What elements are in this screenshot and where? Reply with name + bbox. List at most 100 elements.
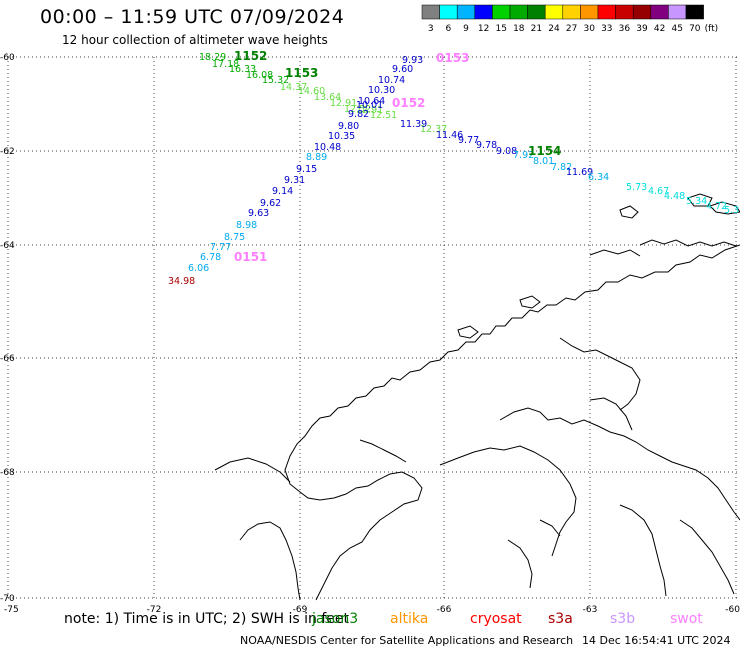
wave-height-value: 6.34 [588, 172, 609, 183]
credit-text: NOAA/NESDIS Center for Satellite Applica… [240, 634, 574, 647]
legend-swatch [492, 4, 511, 20]
wave-height-value: 8.98 [236, 220, 257, 231]
lon-label: -69 [293, 605, 308, 615]
legend-swatch [580, 4, 599, 20]
wave-height-value: 4.67 [648, 186, 669, 197]
coastline [214, 193, 740, 601]
color-legend: 3 6 9 12 15 18 21 24 27 30 33 36 39 42 45 70 (ft) [421, 4, 719, 34]
wave-height-value: 7.77 [210, 242, 231, 253]
wave-height-value: 9.77 [458, 135, 479, 146]
legend-swatch [597, 4, 616, 20]
legend-label: 39 [636, 24, 648, 34]
legend-label: 36 [619, 24, 631, 34]
lat-label: -68 [0, 468, 15, 478]
legend-swatch [474, 4, 493, 20]
satellite-label-jason3: jason3 [312, 611, 359, 627]
wave-height-value: 16.33 [229, 64, 256, 75]
satellite-label-s3a: s3a [548, 611, 573, 627]
lat-lon-graticule [7, 56, 740, 600]
legend-label: 27 [566, 24, 577, 34]
legend-label: 70 [689, 24, 701, 34]
legend-swatch [544, 4, 564, 20]
wave-height-value: 13.64 [314, 92, 341, 103]
pass-label: 0153 [436, 51, 469, 65]
wave-height-value: 9.08 [496, 146, 517, 157]
wave-height-value: 10.48 [314, 142, 341, 153]
wave-height-value: 10.35 [328, 131, 355, 142]
wave-height-value: 12.37 [420, 124, 447, 135]
wave-height-value: 14.37 [280, 82, 307, 93]
wave-height-value: 10.30 [368, 85, 395, 96]
wave-height-value: 9.15 [296, 164, 317, 175]
legend-swatch [615, 4, 634, 20]
wave-height-value: 7.82 [551, 162, 572, 173]
page-subtitle: 12 hour collection of altimeter wave hei… [62, 33, 328, 47]
wave-height-value: 15.32 [262, 75, 289, 86]
latitude-axis-labels: -60 -62 -64 -66 -68 -70 [0, 53, 15, 604]
legend-swatch [632, 4, 652, 20]
wave-height-value: 9.80 [338, 121, 359, 132]
legend-swatch [421, 4, 440, 20]
wave-height-value: 8.01 [533, 156, 554, 167]
legend-swatch [685, 4, 704, 20]
legend-swatch [668, 4, 687, 20]
legend-label: 9 [463, 24, 469, 34]
pass-label: 1153 [285, 66, 318, 80]
legend-label: 30 [583, 24, 595, 34]
wave-height-value: 4.48 [664, 191, 685, 202]
wave-height-value: 12.91 [330, 98, 357, 109]
wave-height-value: 9.78 [476, 140, 497, 151]
legend-swatch [562, 4, 581, 20]
wave-height-value: 9.62 [260, 198, 281, 209]
wave-height-value: 10.64 [358, 96, 385, 107]
lon-label: -63 [583, 605, 598, 615]
wave-height-value: 11.69 [566, 167, 593, 178]
wave-height-value: 5.3 [724, 205, 739, 216]
legend-swatch [439, 4, 458, 20]
legend-unit: (ft) [705, 24, 719, 34]
pass-label: 0152 [392, 96, 425, 110]
wave-height-value: 5.34 [686, 196, 707, 207]
pass-label: 0151 [234, 250, 267, 264]
timestamp-text: 14 Dec 16:54:41 UTC 2024 [582, 634, 731, 647]
lat-label: -60 [0, 53, 15, 63]
legend-label: 33 [601, 24, 612, 34]
pass-label: 1152 [234, 49, 267, 63]
wave-height-readings: 18.2917.1816.3316.0815.3214.3714.6013.64… [168, 52, 739, 287]
wave-height-value: 9.60 [392, 64, 413, 75]
wave-height-value: 4.72 [706, 201, 727, 212]
satellite-label-swot: swot [670, 611, 703, 627]
legend-label: 45 [671, 24, 682, 34]
wave-height-value: 8.89 [306, 152, 327, 163]
wave-height-value: 6.78 [200, 252, 221, 263]
wave-height-value: 11.39 [400, 119, 427, 130]
legend-swatch [509, 4, 528, 20]
pass-label: 1154 [528, 144, 561, 158]
wave-height-value: 7.92 [513, 150, 534, 161]
wave-height-value: 12.52 [344, 104, 371, 115]
wave-height-value: 18.29 [199, 52, 226, 63]
wave-height-value: 8.75 [224, 232, 245, 243]
wave-height-value: 14.60 [298, 86, 325, 97]
lat-label: -66 [0, 354, 15, 364]
wave-height-value: 10.01 [356, 100, 383, 111]
legend-label: 15 [495, 24, 506, 34]
wave-height-value: 16.08 [246, 70, 273, 81]
lat-label: -70 [0, 594, 15, 604]
wave-height-value: 9.31 [284, 175, 305, 186]
lon-label: -66 [437, 605, 452, 615]
wave-height-value: 5.73 [626, 182, 647, 193]
wave-height-value: 12.51 [370, 110, 397, 121]
lon-label: -60 [725, 605, 740, 615]
wave-height-value: 9.93 [402, 55, 423, 66]
legend-label: 12 [478, 24, 489, 34]
legend-label: 18 [513, 24, 525, 34]
longitude-axis-labels: -75 -72 -69 -66 -63 -60 [4, 605, 740, 615]
footer-note: note: 1) Time is in UTC; 2) SWH is in fe… [0, 610, 740, 632]
lon-label: -72 [147, 605, 162, 615]
footer-credit: NOAA/NESDIS Center for Satellite Applica… [0, 634, 740, 648]
wave-height-value: 9.14 [272, 186, 293, 197]
wave-height-value: 34.98 [168, 276, 195, 287]
wave-height-value: 9.82 [348, 109, 369, 120]
